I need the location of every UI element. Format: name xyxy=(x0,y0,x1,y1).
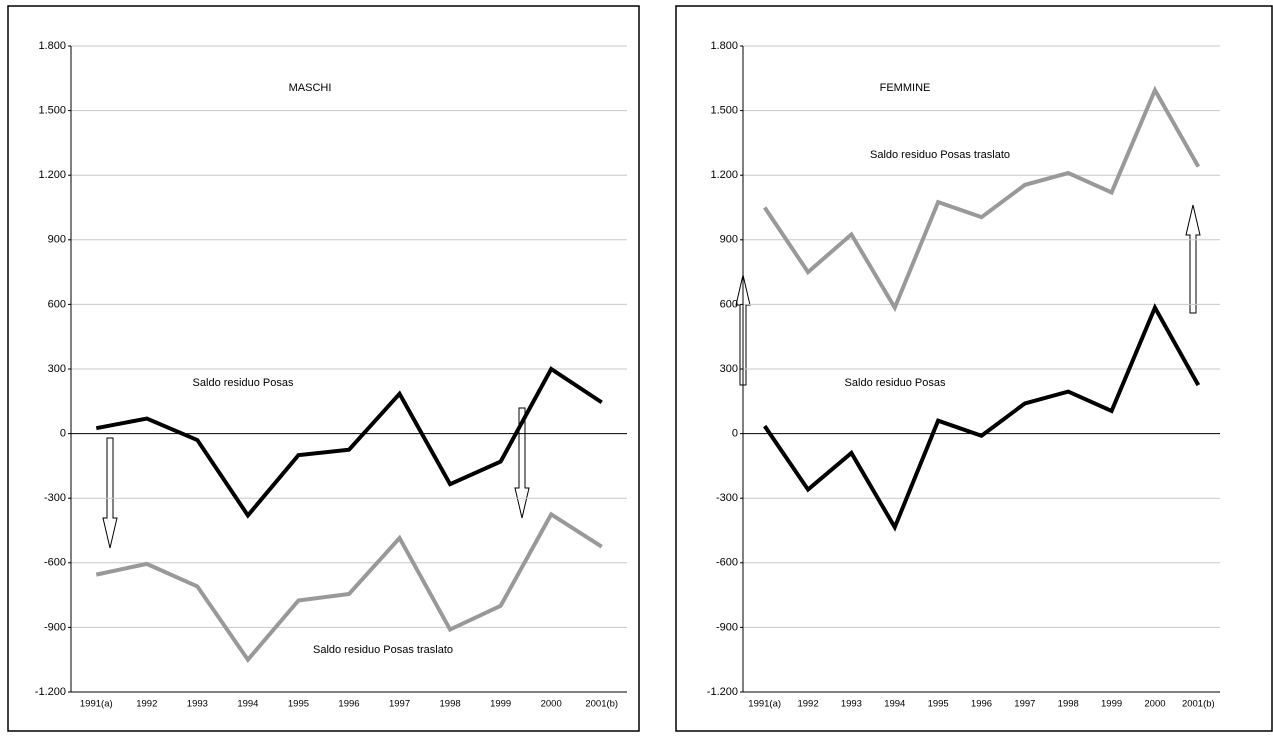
x-tick-label: 1995 xyxy=(928,699,949,710)
x-tick-label: 1991(a) xyxy=(80,699,113,710)
x-tick-label: 2000 xyxy=(1144,699,1165,710)
y-tick-label: 1.800 xyxy=(38,40,66,52)
chart-title: MASCHI xyxy=(289,82,332,94)
x-tick-label: 2000 xyxy=(541,699,562,710)
x-tick-label: 1997 xyxy=(1014,699,1035,710)
x-tick-label: 1999 xyxy=(1101,699,1122,710)
x-tick-label: 1998 xyxy=(1058,699,1079,710)
x-tick-label: 1992 xyxy=(136,699,157,710)
x-tick-label: 1992 xyxy=(797,699,818,710)
y-tick-label: -300 xyxy=(716,492,738,504)
x-tick-label: 2001(b) xyxy=(585,699,618,710)
arrow xyxy=(102,437,118,549)
y-tick-label: -1.200 xyxy=(707,686,738,698)
y-tick-label: 900 xyxy=(48,234,66,246)
y-tick-label: 1.800 xyxy=(710,40,738,52)
x-tick-label: 1994 xyxy=(884,699,905,710)
series-label: Saldo residuo Posas traslato xyxy=(313,644,453,656)
y-tick-label: -600 xyxy=(44,557,66,569)
x-tick-label: 1993 xyxy=(187,699,208,710)
panel-frame xyxy=(7,5,640,732)
x-tick-label: 1999 xyxy=(490,699,511,710)
y-tick-label: 600 xyxy=(48,298,66,310)
y-tick-label: -600 xyxy=(716,557,738,569)
y-tick-label: 0 xyxy=(60,428,66,440)
series-label: Saldo residuo Posas xyxy=(845,377,946,389)
arrow xyxy=(1185,204,1201,314)
series-label: Saldo residuo Posas xyxy=(193,377,294,389)
y-tick-label: -900 xyxy=(716,621,738,633)
x-tick-label: 1993 xyxy=(841,699,862,710)
panel-frame xyxy=(675,5,1273,732)
chart-title: FEMMINE xyxy=(880,82,931,94)
series-line xyxy=(763,303,1201,532)
series-label: Saldo residuo Posas traslato xyxy=(870,149,1010,161)
y-tick-label: -1.200 xyxy=(35,686,66,698)
y-tick-label: -300 xyxy=(44,492,66,504)
x-tick-label: 1991(a) xyxy=(748,699,781,710)
x-tick-label: 1995 xyxy=(288,699,309,710)
x-tick-label: 2001(b) xyxy=(1182,699,1215,710)
y-tick-label: 1.500 xyxy=(710,105,738,117)
y-tick-label: 0 xyxy=(732,428,738,440)
arrows xyxy=(102,204,1201,549)
y-tick-label: 1.500 xyxy=(38,105,66,117)
arrow xyxy=(514,407,530,519)
y-tick-label: 300 xyxy=(48,363,66,375)
series-line xyxy=(763,85,1201,313)
x-tick-label: 1996 xyxy=(971,699,992,710)
x-tick-label: 1996 xyxy=(338,699,359,710)
x-tick-label: 1998 xyxy=(440,699,461,710)
x-tick-label: 1994 xyxy=(237,699,258,710)
y-tick-label: 900 xyxy=(720,234,738,246)
series-line xyxy=(95,366,603,519)
series-line xyxy=(95,511,603,663)
y-tick-label: 1.200 xyxy=(38,169,66,181)
y-tick-label: -900 xyxy=(44,621,66,633)
y-tick-label: 600 xyxy=(720,298,738,310)
x-tick-label: 1997 xyxy=(389,699,410,710)
y-tick-label: 1.200 xyxy=(710,169,738,181)
y-tick-label: 300 xyxy=(720,363,738,375)
